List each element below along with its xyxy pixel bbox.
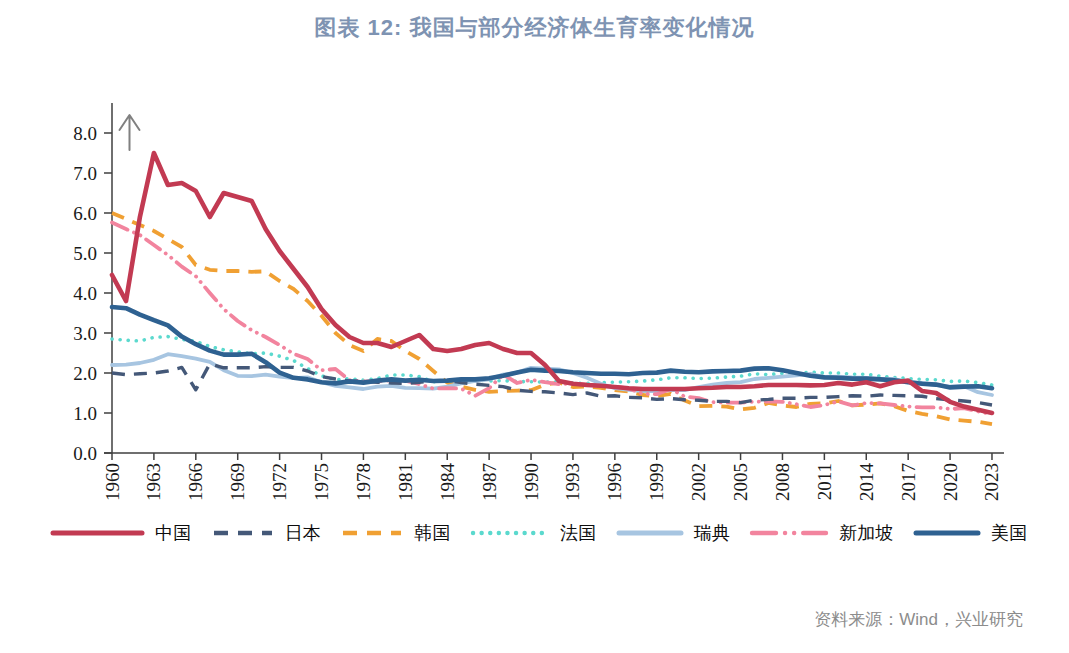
y-tick-label: 7.0 — [73, 163, 97, 184]
y-tick-label: 3.0 — [73, 323, 97, 344]
x-tick-label: 2011 — [814, 463, 835, 500]
legend-line-sample-usa — [913, 527, 981, 539]
x-tick-label: 2014 — [856, 463, 877, 502]
x-tick-label: 2017 — [898, 463, 919, 501]
report-chart-page: 图表 12: 我国与部分经济体生育率变化情况 0.0 1.0 2.0 3.0 4.0 5.… — [0, 0, 1069, 653]
y-tick-label: 0.0 — [73, 443, 97, 464]
legend-line-sample-china — [50, 527, 145, 539]
x-tick-label: 1987 — [479, 463, 500, 501]
legend-label-singapore: 新加坡 — [839, 521, 893, 545]
x-tick-label: 2005 — [730, 463, 751, 501]
legend-label-china: 中国 — [155, 521, 191, 545]
x-tick-label: 1966 — [185, 463, 206, 501]
legend-label-usa: 美国 — [991, 521, 1027, 545]
legend-line-sample-japan — [211, 527, 275, 539]
legend-item-sweden: 瑞典 — [616, 521, 730, 545]
legend-line-sample-singapore — [749, 527, 829, 539]
x-tick-label: 1972 — [269, 463, 290, 501]
legend-label-sweden: 瑞典 — [694, 521, 730, 545]
axes: 0.0 1.0 2.0 3.0 4.0 5.0 6.0 7.0 8.0 1960 1963 1966 1… — [73, 103, 1004, 501]
x-tick-label: 1999 — [646, 463, 667, 501]
x-tick-label: 1981 — [395, 463, 416, 501]
y-tick-label: 2.0 — [73, 363, 97, 384]
fertility-line-chart: 0.0 1.0 2.0 3.0 4.0 5.0 6.0 7.0 8.0 1960 1963 1966 1… — [0, 85, 1069, 515]
x-tick-label: 1960 — [102, 463, 123, 501]
legend-label-korea: 韩国 — [414, 521, 450, 545]
series-line-china — [112, 153, 992, 413]
x-tick-label: 1975 — [311, 463, 332, 501]
x-tick-label: 1996 — [604, 463, 625, 501]
legend-line-sample-sweden — [616, 527, 684, 539]
x-tick-label: 2020 — [940, 463, 961, 501]
x-tick-label: 2008 — [772, 463, 793, 501]
y-tick-label: 8.0 — [73, 123, 97, 144]
y-tick-label: 4.0 — [73, 283, 97, 304]
legend-item-france: 法国 — [470, 521, 596, 545]
legend-line-sample-france — [470, 527, 550, 539]
x-tick-label: 2023 — [981, 463, 1002, 501]
legend-item-japan: 日本 — [211, 521, 321, 545]
x-tick-label: 2002 — [688, 463, 709, 501]
y-tick-label: 6.0 — [73, 203, 97, 224]
legend-item-korea: 韩国 — [340, 521, 450, 545]
x-tick-label: 1984 — [437, 463, 458, 502]
x-tick-label: 1993 — [562, 463, 583, 501]
chart-title: 图表 12: 我国与部分经济体生育率变化情况 — [0, 13, 1069, 43]
legend-label-japan: 日本 — [285, 521, 321, 545]
plot-lines — [112, 153, 992, 424]
legend-label-france: 法国 — [560, 521, 596, 545]
source-note: 资料来源：Wind，兴业研究 — [814, 608, 1023, 631]
chart-legend: 中国 日本 韩国 法国 瑞典 新加坡 美国 — [50, 518, 1027, 548]
x-tick-label: 1969 — [227, 463, 248, 501]
legend-item-singapore: 新加坡 — [749, 521, 893, 545]
y-tick-label: 1.0 — [73, 403, 97, 424]
x-tick-label: 1963 — [143, 463, 164, 501]
legend-item-usa: 美国 — [913, 521, 1027, 545]
legend-item-china: 中国 — [50, 521, 191, 545]
y-axis-up-arrow-icon — [120, 115, 140, 150]
y-tick-label: 5.0 — [73, 243, 97, 264]
x-tick-label: 1978 — [353, 463, 374, 501]
legend-line-sample-korea — [340, 527, 404, 539]
x-tick-label: 1990 — [521, 463, 542, 501]
